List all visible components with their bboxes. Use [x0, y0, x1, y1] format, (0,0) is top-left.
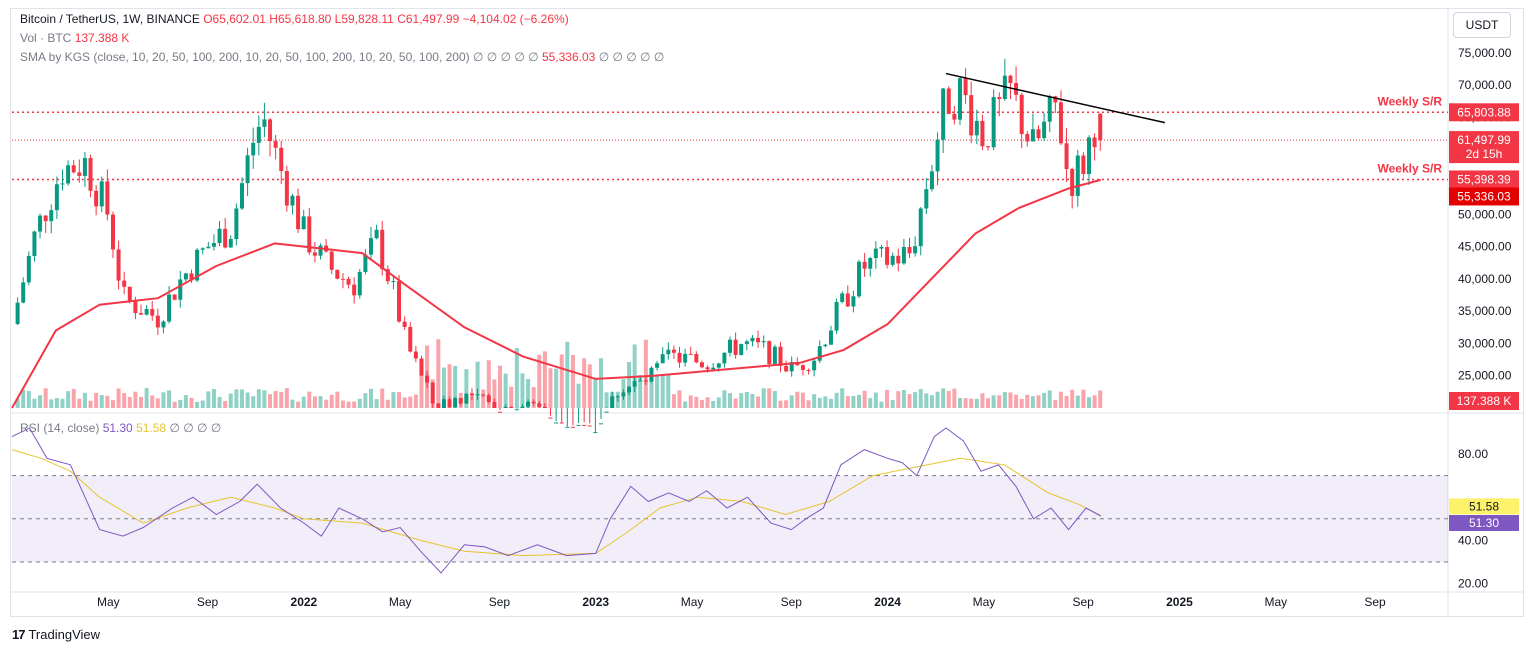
ohlc-open: 65,602.01 — [212, 12, 266, 26]
ohlc-close: 61,497.99 — [405, 12, 460, 26]
currency-button[interactable]: USDT — [1453, 12, 1511, 38]
legend-sma: SMA by KGS (close, 10, 20, 50, 100, 200,… — [20, 50, 664, 64]
ohlc-low-label: L — [334, 12, 342, 26]
ohlc-open-label: O — [203, 12, 213, 26]
ohlc-close-label: C — [397, 12, 406, 26]
rsi-value: 51.30 — [102, 421, 133, 435]
chart-frame — [10, 8, 1524, 617]
symbol-title[interactable]: Bitcoin / TetherUS, 1W, BINANCE — [20, 12, 200, 26]
rsi-ma-value: 51.58 — [136, 421, 167, 435]
sma-nan-after: ∅ ∅ ∅ ∅ ∅ — [598, 50, 665, 64]
sma-value: 55,336.03 — [541, 50, 596, 64]
volume-value: 137.388 K — [74, 31, 130, 45]
sma-nan-before: ∅ ∅ ∅ ∅ ∅ — [473, 50, 539, 64]
ohlc-high: 65,618.80 — [277, 12, 332, 26]
legend-price: Bitcoin / TetherUS, 1W, BINANCE O65,602.… — [20, 12, 569, 26]
tradingview-logo[interactable]: 17 TradingView — [12, 627, 100, 642]
sma-label[interactable]: SMA by KGS (close, 10, 20, 50, 100, 200,… — [20, 50, 470, 64]
ohlc-low: 59,828.11 — [341, 12, 394, 26]
tradingview-logo-icon: 17 — [12, 627, 26, 642]
rsi-nan: ∅ ∅ ∅ ∅ — [169, 421, 222, 435]
ohlc-high-label: H — [269, 12, 278, 26]
ohlc-change: −4,104.02 (−6.26%) — [462, 12, 569, 26]
tradingview-logo-text: TradingView — [28, 627, 101, 642]
legend-volume: Vol · BTC 137.388 K — [20, 31, 129, 45]
legend-rsi: RSI (14, close) 51.30 51.58 ∅ ∅ ∅ ∅ — [20, 421, 221, 435]
rsi-label[interactable]: RSI (14, close) — [20, 421, 100, 435]
volume-label[interactable]: Vol · BTC — [20, 31, 72, 45]
